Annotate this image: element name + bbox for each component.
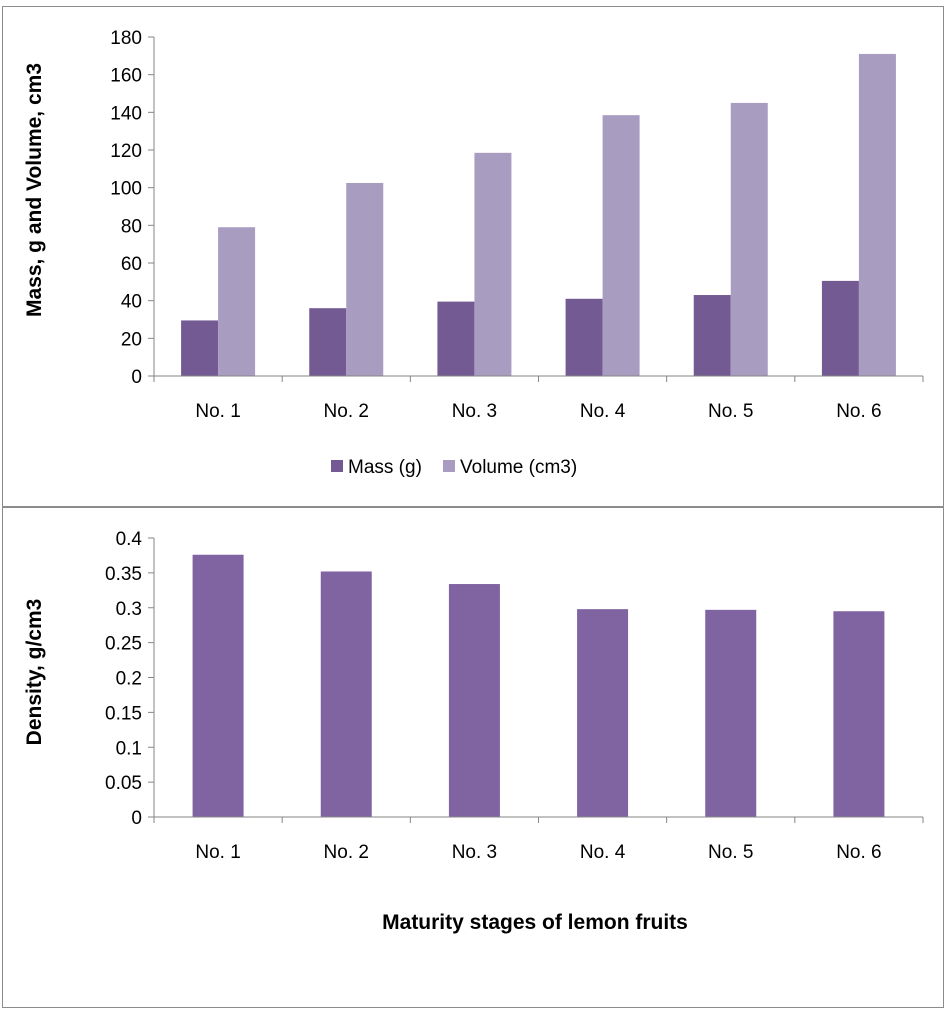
density-chart: 0 0.05 0.1 0.15 0.2 0.25 0.3 0.35 0.4 No. 1 No. 2… bbox=[23, 529, 924, 934]
y-tick-label: 0.25 bbox=[105, 634, 142, 655]
bars bbox=[181, 53, 896, 377]
bar-density-3 bbox=[448, 584, 500, 817]
bar-density-5 bbox=[705, 609, 757, 817]
y-tick-label: 40 bbox=[121, 292, 142, 313]
y-tick-label: 140 bbox=[110, 103, 142, 124]
bar-volume-4 bbox=[602, 115, 640, 377]
bar-density-4 bbox=[577, 609, 629, 817]
mass-volume-chart-panel: 0 20 40 60 80 100 120 140 160 180 No. 1 No. 2 No. 3… bbox=[2, 6, 944, 507]
x-axis: No. 1 No. 2 No. 3 No. 4 No. 5 No. 6 bbox=[153, 816, 924, 863]
bar-volume-1 bbox=[218, 227, 256, 376]
x-tick-label: No. 5 bbox=[708, 401, 753, 422]
y-axis-label: Density, g/cm3 bbox=[23, 599, 46, 746]
bar-volume-2 bbox=[346, 182, 384, 376]
bar-density-2 bbox=[320, 571, 372, 817]
x-tick-label: No. 6 bbox=[836, 842, 881, 863]
bar-mass-1 bbox=[181, 320, 219, 376]
y-axis-label: Mass, g and Volume, cm3 bbox=[23, 63, 46, 317]
legend-swatch-2 bbox=[443, 460, 455, 472]
x-tick-label: No. 3 bbox=[452, 401, 497, 422]
x-axis-label: Maturity stages of lemon fruits bbox=[382, 911, 688, 934]
bar-mass-6 bbox=[821, 280, 859, 376]
x-tick-label: No. 6 bbox=[836, 401, 881, 422]
y-tick-label: 0.05 bbox=[105, 773, 142, 794]
y-tick-label: 0.2 bbox=[116, 669, 142, 690]
y-tick-label: 0.35 bbox=[105, 564, 142, 585]
y-tick-label: 60 bbox=[121, 254, 142, 275]
legend: Mass (g) Volume (cm3) bbox=[331, 457, 577, 478]
x-axis: No. 1 No. 2 No. 3 No. 4 No. 5 No. 6 bbox=[153, 375, 924, 422]
bar-volume-3 bbox=[474, 152, 512, 376]
y-tick-label: 180 bbox=[110, 28, 142, 49]
y-tick-label: 0.15 bbox=[105, 703, 142, 724]
y-tick-label: 100 bbox=[110, 179, 142, 200]
y-tick-label: 20 bbox=[121, 329, 142, 350]
x-tick-label: No. 2 bbox=[324, 842, 369, 863]
legend-label-2: Volume (cm3) bbox=[460, 457, 577, 478]
density-chart-panel: 0 0.05 0.1 0.15 0.2 0.25 0.3 0.35 0.4 No. 1 No. 2… bbox=[2, 507, 944, 1008]
y-tick-label: 0.1 bbox=[116, 738, 142, 759]
bar-mass-5 bbox=[693, 295, 731, 376]
x-tick-label: No. 1 bbox=[195, 842, 240, 863]
y-tick-label: 0 bbox=[131, 367, 142, 388]
x-tick-label: No. 3 bbox=[452, 842, 497, 863]
x-tick-label: No. 2 bbox=[324, 401, 369, 422]
y-tick-label: 0.3 bbox=[116, 599, 142, 620]
y-axis: 0 0.05 0.1 0.15 0.2 0.25 0.3 0.35 0.4 bbox=[105, 529, 155, 829]
x-tick-label: No. 1 bbox=[195, 401, 240, 422]
legend-swatch-1 bbox=[331, 460, 343, 472]
bar-mass-3 bbox=[437, 301, 475, 376]
bar-mass-2 bbox=[309, 308, 347, 376]
y-tick-label: 120 bbox=[110, 141, 142, 162]
y-axis: 0 20 40 60 80 100 120 140 160 180 bbox=[110, 28, 155, 388]
bar-volume-5 bbox=[730, 102, 768, 377]
mass-volume-chart: 0 20 40 60 80 100 120 140 160 180 No. 1 No. 2 No. 3… bbox=[23, 28, 924, 478]
legend-label-1: Mass (g) bbox=[348, 457, 422, 478]
bar-density-1 bbox=[192, 554, 244, 817]
x-tick-label: No. 5 bbox=[708, 842, 753, 863]
y-tick-label: 0.4 bbox=[116, 529, 143, 550]
bar-mass-4 bbox=[565, 298, 603, 376]
bar-density-6 bbox=[833, 611, 885, 817]
y-tick-label: 0 bbox=[131, 808, 142, 829]
y-tick-label: 80 bbox=[121, 216, 142, 237]
x-tick-label: No. 4 bbox=[580, 842, 626, 863]
x-tick-label: No. 4 bbox=[580, 401, 626, 422]
bars bbox=[192, 554, 885, 817]
bar-volume-6 bbox=[858, 53, 896, 376]
y-tick-label: 160 bbox=[110, 66, 142, 87]
